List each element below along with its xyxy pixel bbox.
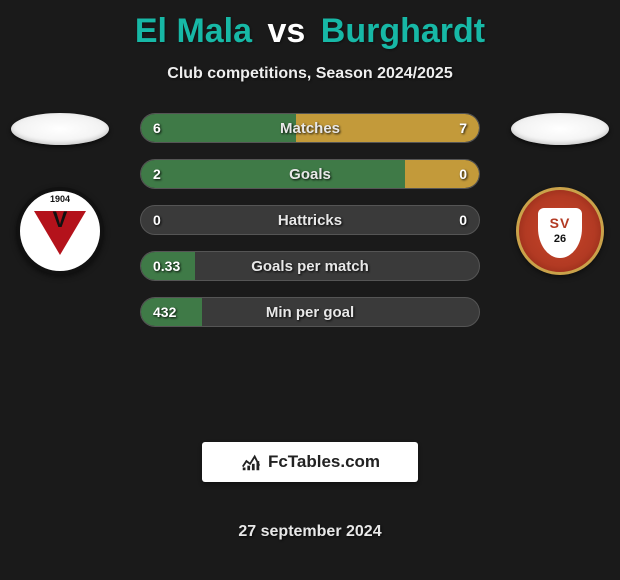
stat-label: Matches — [280, 120, 340, 137]
stat-fill-right — [405, 160, 479, 188]
stat-value-left: 2 — [153, 166, 161, 182]
wehen-wiesbaden-badge: 26 — [516, 187, 604, 275]
viktoria-koln-badge: 1904 — [16, 187, 104, 275]
badge-sub: 26 — [554, 233, 566, 245]
stat-label: Goals per match — [251, 258, 369, 275]
player1-marker — [11, 113, 109, 145]
stat-row: 432 Min per goal — [140, 297, 480, 327]
watermark-text: FcTables.com — [268, 452, 380, 472]
stat-row: 0.33 Goals per match — [140, 251, 480, 281]
stat-value-right: 7 — [459, 120, 467, 136]
vs-text: vs — [268, 12, 306, 50]
watermark: FcTables.com — [202, 442, 418, 482]
stat-row: 2 Goals 0 — [140, 159, 480, 189]
stat-row: 0 Hattricks 0 — [140, 205, 480, 235]
chart-icon — [240, 451, 262, 473]
stat-value-left: 6 — [153, 120, 161, 136]
stat-fill-left — [141, 160, 405, 188]
player2-name: Burghardt — [321, 12, 485, 50]
stat-label: Goals — [289, 166, 331, 183]
stat-label: Min per goal — [266, 304, 354, 321]
player1-name: El Mala — [135, 12, 252, 50]
stat-value-right: 0 — [459, 212, 467, 228]
stat-value-left: 432 — [153, 304, 176, 320]
player2-marker — [511, 113, 609, 145]
player1-slot: 1904 — [0, 113, 120, 275]
stat-fill-left — [141, 114, 296, 142]
badge-year: 1904 — [50, 194, 70, 204]
stat-value-right: 0 — [459, 166, 467, 182]
comparison-stage: 1904 26 6 Matches 7 2 Goals 0 0 Hattricks 0 0.33 G… — [0, 113, 620, 453]
stat-bars: 6 Matches 7 2 Goals 0 0 Hattricks 0 0.33 Goals per… — [140, 113, 480, 327]
stat-value-left: 0.33 — [153, 258, 180, 274]
stat-value-left: 0 — [153, 212, 161, 228]
stat-label: Hattricks — [278, 212, 342, 229]
stat-row: 6 Matches 7 — [140, 113, 480, 143]
date: 27 september 2024 — [0, 523, 620, 541]
comparison-title: El Mala vs Burghardt — [0, 0, 620, 51]
player2-slot: 26 — [500, 113, 620, 275]
subtitle: Club competitions, Season 2024/2025 — [0, 65, 620, 83]
